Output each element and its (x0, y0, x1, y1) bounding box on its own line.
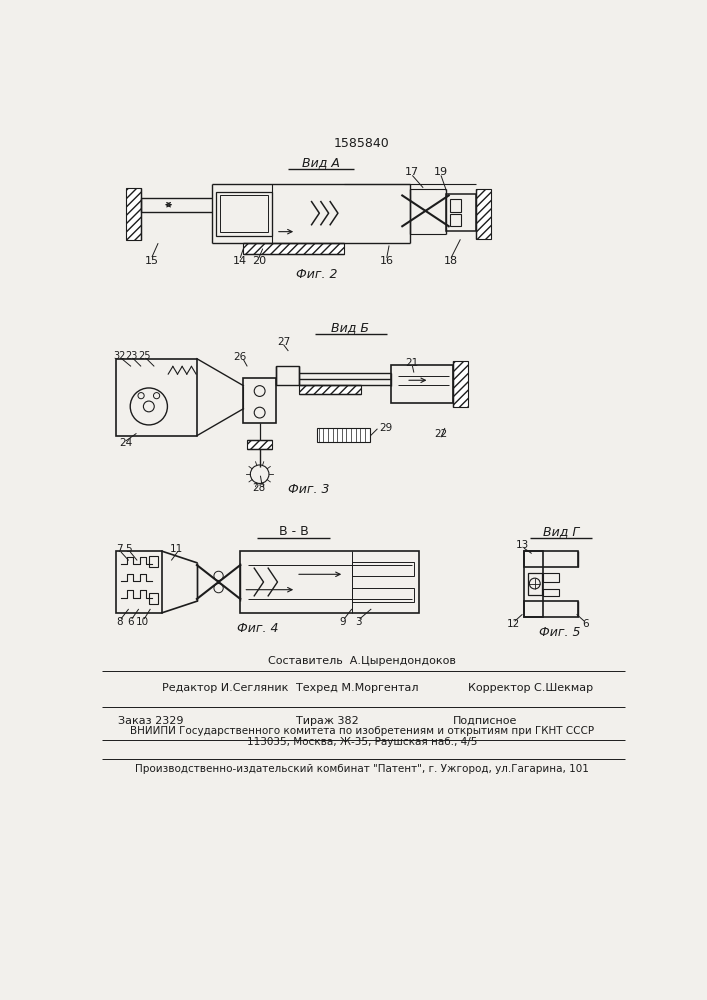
Text: 6: 6 (583, 619, 589, 629)
Text: Вид А: Вид А (302, 156, 340, 169)
Text: 10: 10 (136, 617, 149, 627)
Text: 25: 25 (138, 351, 151, 361)
Bar (452, 361, 468, 407)
Text: 26: 26 (233, 352, 246, 362)
Bar (543, 589, 559, 596)
Text: 7: 7 (116, 544, 123, 554)
Text: 6: 6 (127, 617, 134, 627)
Bar (391, 365, 452, 403)
Text: 18: 18 (444, 256, 458, 266)
Text: 23: 23 (125, 351, 137, 361)
Bar (299, 385, 361, 394)
Text: Вид Б: Вид Б (332, 321, 369, 334)
Text: 19: 19 (434, 167, 448, 177)
Text: 14: 14 (233, 256, 247, 266)
Text: 15: 15 (145, 256, 159, 266)
Text: Фиг. 2: Фиг. 2 (296, 267, 338, 280)
Text: Вид Г: Вид Г (543, 525, 579, 538)
Text: 3: 3 (355, 617, 361, 627)
Text: 11: 11 (169, 544, 182, 554)
Bar (528, 573, 542, 595)
Text: Редактор И.Сегляник: Редактор И.Сегляник (162, 683, 288, 693)
Bar (317, 428, 370, 442)
Text: 32: 32 (113, 351, 126, 361)
Bar (524, 551, 543, 617)
Bar (446, 194, 476, 231)
Bar (524, 601, 578, 617)
Bar (243, 243, 344, 254)
Text: 21: 21 (406, 358, 419, 368)
Text: ВНИИПИ Государственного комитета по изобретениям и открытиям при ГКНТ СССР: ВНИИПИ Государственного комитета по изоб… (130, 726, 594, 736)
Bar (247, 440, 272, 449)
Text: 28: 28 (252, 483, 266, 493)
Text: 12: 12 (506, 619, 520, 629)
Text: Составитель  А.Цырендондоков: Составитель А.Цырендондоков (268, 656, 456, 666)
Bar (115, 551, 162, 613)
Bar (352, 588, 414, 602)
Bar (149, 556, 158, 567)
Text: Фиг. 4: Фиг. 4 (237, 622, 278, 635)
Bar (352, 562, 414, 576)
Text: 29: 29 (379, 423, 392, 433)
Bar (450, 199, 461, 212)
Text: 113035, Москва, Ж-35, Раушская наб., 4/5: 113035, Москва, Ж-35, Раушская наб., 4/5 (247, 737, 477, 747)
Text: 20: 20 (252, 256, 266, 266)
Text: 22: 22 (434, 429, 448, 439)
Text: 9: 9 (339, 617, 346, 627)
Bar (524, 551, 578, 567)
Text: 1585840: 1585840 (334, 137, 390, 150)
Bar (276, 366, 299, 385)
Bar (115, 359, 197, 436)
Bar (216, 192, 272, 236)
Bar (126, 188, 141, 240)
Text: В - В: В - В (279, 525, 309, 538)
Text: 24: 24 (119, 438, 132, 448)
Bar (149, 593, 158, 604)
Text: Техред М.Моргентал: Техред М.Моргентал (296, 683, 419, 693)
Text: 27: 27 (277, 337, 291, 347)
Text: Подписное: Подписное (452, 716, 517, 726)
Text: Фиг. 5: Фиг. 5 (539, 626, 580, 639)
Text: 8: 8 (116, 617, 123, 627)
Bar (240, 551, 419, 613)
Text: 17: 17 (405, 167, 419, 177)
Text: 5: 5 (125, 544, 132, 554)
Text: 13: 13 (515, 540, 529, 550)
Text: Фиг. 3: Фиг. 3 (288, 483, 330, 496)
Text: 16: 16 (380, 256, 394, 266)
Bar (450, 214, 461, 226)
Text: Производственно-издательский комбинат "Патент", г. Ужгород, ул.Гагарина, 101: Производственно-издательский комбинат "П… (135, 764, 589, 774)
Bar (476, 189, 491, 239)
Text: Заказ 2329: Заказ 2329 (118, 716, 183, 726)
Bar (220, 195, 268, 232)
Bar (243, 378, 276, 423)
Text: Корректор С.Шекмар: Корректор С.Шекмар (468, 683, 593, 693)
Bar (543, 573, 559, 582)
Text: Тираж 382: Тираж 382 (296, 716, 359, 726)
